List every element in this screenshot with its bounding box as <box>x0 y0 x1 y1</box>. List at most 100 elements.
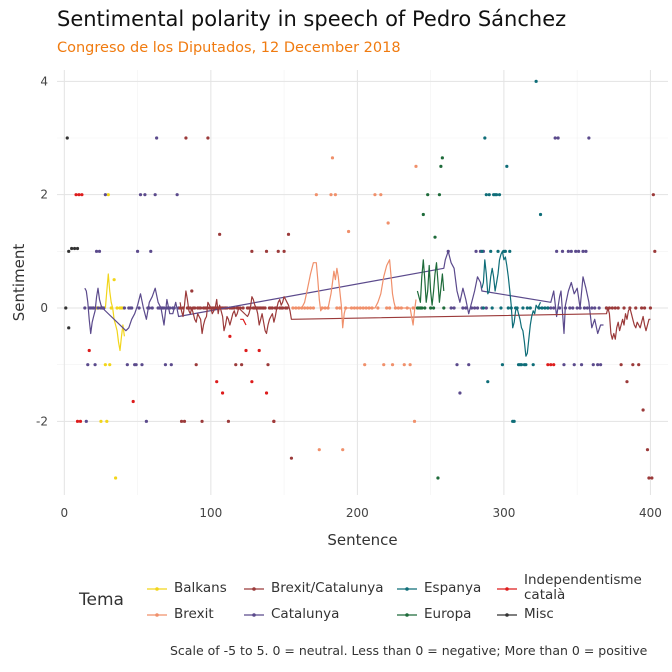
data-point-balkans <box>112 278 116 282</box>
data-point-independentisme-catal- <box>74 193 78 197</box>
data-point-catalunya <box>572 363 576 367</box>
data-point-catalunya <box>149 249 153 253</box>
data-point-brexit <box>317 448 321 452</box>
legend-label: Brexit/Catalunya <box>271 580 384 596</box>
data-point-independentisme-catal- <box>75 419 80 423</box>
data-point-misc <box>65 136 69 140</box>
data-point-catalunya <box>584 249 588 253</box>
data-point-brexit <box>338 306 342 310</box>
data-point-misc <box>67 326 71 330</box>
data-point-catalunya <box>556 136 560 140</box>
data-point-independentisme-catal- <box>552 363 556 367</box>
data-point-catalunya <box>557 306 562 310</box>
data-point-independentisme-catal- <box>264 391 269 395</box>
data-point-balkans <box>99 419 103 423</box>
data-point-brexit-catalunya <box>281 306 285 310</box>
data-point-brexit-catalunya <box>647 476 651 480</box>
data-point-espanya <box>524 363 528 367</box>
data-point-catalunya <box>461 306 465 310</box>
data-point-espanya <box>500 363 505 367</box>
data-point-brexit <box>333 193 337 197</box>
data-point-catalunya <box>467 363 471 367</box>
data-point-catalunya <box>568 306 572 310</box>
data-point-catalunya <box>562 363 566 367</box>
data-point-catalunya <box>93 363 97 367</box>
data-point-espanya <box>506 306 510 310</box>
data-point-catalunya <box>169 363 173 367</box>
data-point-espanya <box>497 193 502 197</box>
data-point-brexit-catalunya <box>190 289 194 293</box>
data-point-brexit <box>412 419 417 423</box>
data-point-brexit-catalunya <box>642 306 647 310</box>
data-point-catalunya <box>579 363 584 367</box>
x-tick-label: 400 <box>639 506 662 520</box>
y-tick-label: 2 <box>40 188 48 202</box>
data-point-independentisme-catal- <box>257 348 261 353</box>
data-point-catalunya <box>590 306 594 310</box>
data-point-catalunya <box>125 363 129 367</box>
data-point-espanya <box>512 419 516 423</box>
y-axis-title: Sentiment <box>10 244 28 322</box>
data-point-brexit <box>386 221 390 225</box>
data-point-catalunya <box>140 363 144 367</box>
data-point-brexit <box>330 156 335 160</box>
data-point-brexit-catalunya <box>648 306 653 310</box>
data-point-brexit-catalunya <box>641 408 645 412</box>
data-point-europa <box>423 306 427 310</box>
data-point-brexit-catalunya <box>226 419 231 423</box>
data-point-catalunya <box>449 306 453 310</box>
legend-label: Misc <box>524 606 554 622</box>
data-point-brexit-catalunya <box>634 306 638 310</box>
data-point-brexit-catalunya <box>276 249 280 253</box>
data-point-brexit-catalunya <box>650 476 654 480</box>
data-point-brexit-catalunya <box>653 249 657 253</box>
data-point-brexit <box>388 306 392 310</box>
data-point-brexit-catalunya <box>218 232 222 236</box>
data-point-catalunya <box>163 363 168 367</box>
data-point-catalunya <box>144 419 148 423</box>
legend-label: Espanya <box>424 580 482 596</box>
data-point-catalunya <box>585 306 590 310</box>
y-tick-label: -2 <box>36 414 48 428</box>
data-point-catalunya <box>83 306 87 310</box>
data-point-brexit-catalunya <box>622 306 626 310</box>
y-tick-label: 0 <box>40 301 48 315</box>
legend-key-brexit-catalunya <box>244 587 264 591</box>
legend-label: Independentisme català <box>524 572 642 603</box>
data-point-brexit-catalunya <box>198 306 203 310</box>
data-point-brexit <box>414 164 418 168</box>
data-point-espanya <box>521 306 525 310</box>
data-point-brexit <box>373 193 377 197</box>
data-point-catalunya <box>153 193 157 197</box>
data-point-brexit <box>363 363 367 367</box>
data-point-brexit-catalunya <box>616 306 620 310</box>
data-point-espanya <box>543 306 547 310</box>
data-point-europa <box>431 306 436 310</box>
data-point-independentisme-catal- <box>228 334 232 338</box>
data-point-catalunya <box>582 306 587 310</box>
data-point-catalunya <box>452 306 456 310</box>
data-point-catalunya <box>475 306 480 310</box>
data-point-brexit-catalunya <box>645 448 650 452</box>
data-point-brexit-catalunya <box>182 419 187 423</box>
data-point-independentisme-catal- <box>80 193 84 197</box>
data-point-balkans <box>114 476 118 480</box>
data-point-brexit-catalunya <box>184 136 188 140</box>
data-point-independentisme-catal- <box>131 399 135 404</box>
data-point-brexit-catalunya <box>179 419 184 423</box>
legend-key-misc <box>497 613 517 617</box>
data-point-espanya <box>531 363 535 367</box>
data-point-catalunya <box>150 306 154 310</box>
data-point-brexit-catalunya <box>613 306 617 310</box>
data-point-brexit <box>329 193 333 197</box>
data-point-catalunya <box>155 136 159 140</box>
data-point-catalunya <box>569 249 573 253</box>
legend-title: Tema <box>79 590 124 610</box>
trend-line-brexit-catalunya <box>179 290 651 340</box>
data-point-europa <box>421 212 425 217</box>
legend-key-brexit <box>147 613 167 617</box>
data-point-brexit-catalunya <box>266 363 270 367</box>
data-point-espanya <box>505 164 509 168</box>
data-point-misc <box>72 246 77 251</box>
data-point-espanya <box>483 136 487 140</box>
